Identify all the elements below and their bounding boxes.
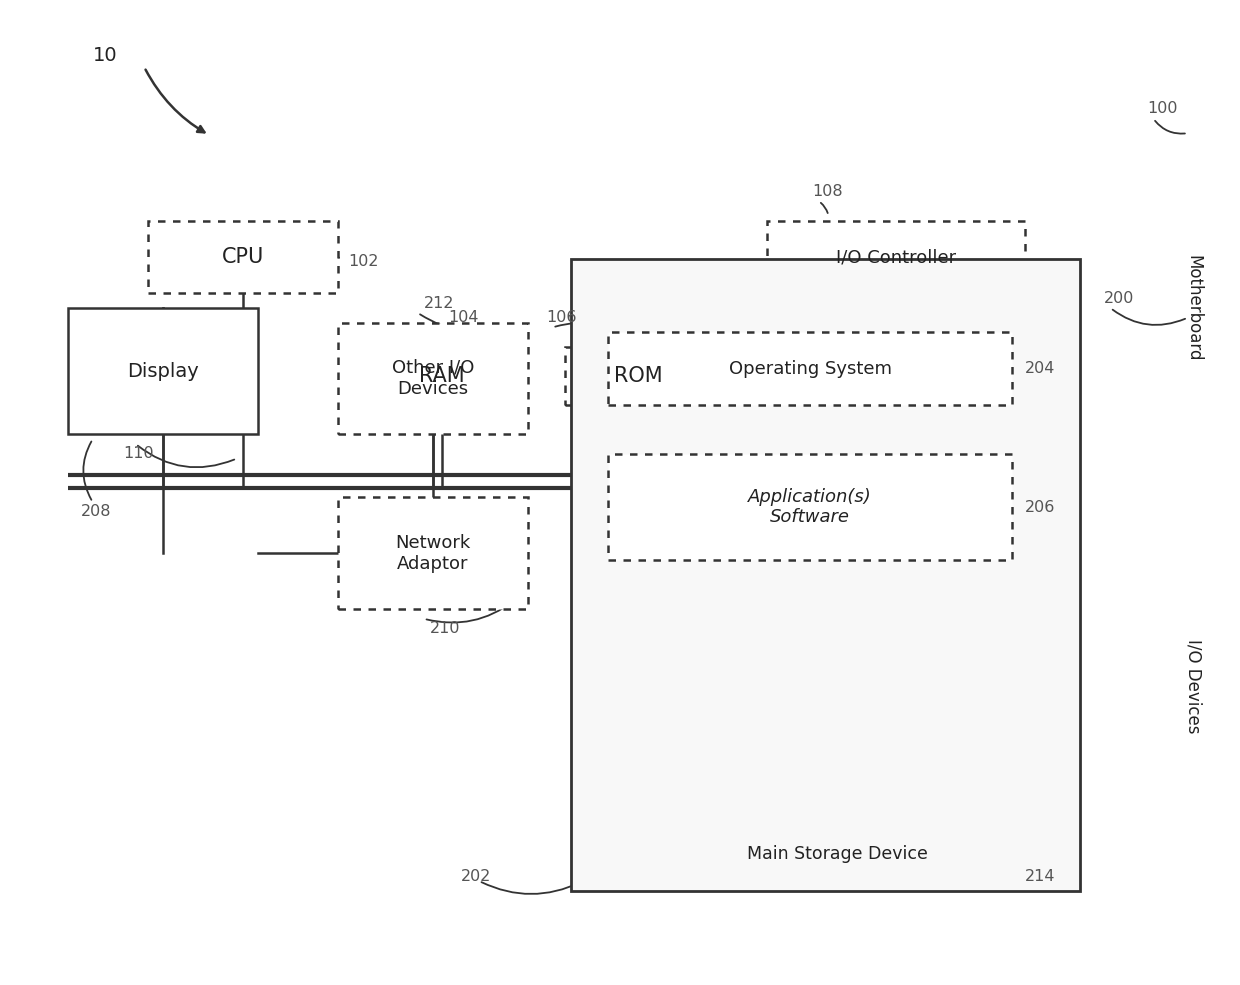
Text: 210: 210 (430, 621, 460, 636)
Text: 200: 200 (1105, 291, 1135, 305)
Text: RAM: RAM (419, 366, 465, 386)
Text: 102: 102 (347, 254, 378, 269)
Text: 212: 212 (424, 296, 454, 310)
Text: 214: 214 (1024, 869, 1055, 884)
Text: Main Storage Device: Main Storage Device (748, 845, 928, 863)
FancyBboxPatch shape (368, 347, 516, 405)
FancyBboxPatch shape (565, 347, 712, 405)
Text: Display: Display (128, 361, 200, 380)
Text: I/O Devices: I/O Devices (1185, 639, 1203, 734)
Text: Application(s)
Software: Application(s) Software (748, 488, 872, 526)
FancyBboxPatch shape (608, 332, 1012, 405)
Text: Network
Adaptor: Network Adaptor (396, 534, 471, 572)
Text: Other I/O
Devices: Other I/O Devices (392, 359, 474, 398)
Text: 202: 202 (460, 869, 491, 884)
Text: 100: 100 (1147, 101, 1178, 116)
Text: Motherboard: Motherboard (1185, 255, 1203, 361)
FancyBboxPatch shape (339, 322, 528, 434)
FancyBboxPatch shape (339, 497, 528, 609)
Text: 106: 106 (547, 310, 577, 325)
Text: 208: 208 (81, 504, 112, 519)
Text: 110: 110 (124, 446, 154, 461)
FancyBboxPatch shape (768, 221, 1024, 294)
Text: ROM: ROM (614, 366, 662, 386)
FancyBboxPatch shape (570, 259, 1080, 890)
Text: 10: 10 (93, 46, 118, 65)
Text: 206: 206 (1024, 499, 1055, 514)
FancyBboxPatch shape (148, 221, 339, 294)
Text: 204: 204 (1024, 361, 1055, 375)
Text: 104: 104 (449, 310, 479, 325)
Text: CPU: CPU (222, 247, 264, 267)
FancyBboxPatch shape (608, 454, 1012, 560)
Text: I/O Controller: I/O Controller (836, 248, 956, 266)
FancyBboxPatch shape (68, 308, 258, 434)
Text: Operating System: Operating System (729, 360, 892, 377)
Text: 108: 108 (812, 184, 843, 199)
